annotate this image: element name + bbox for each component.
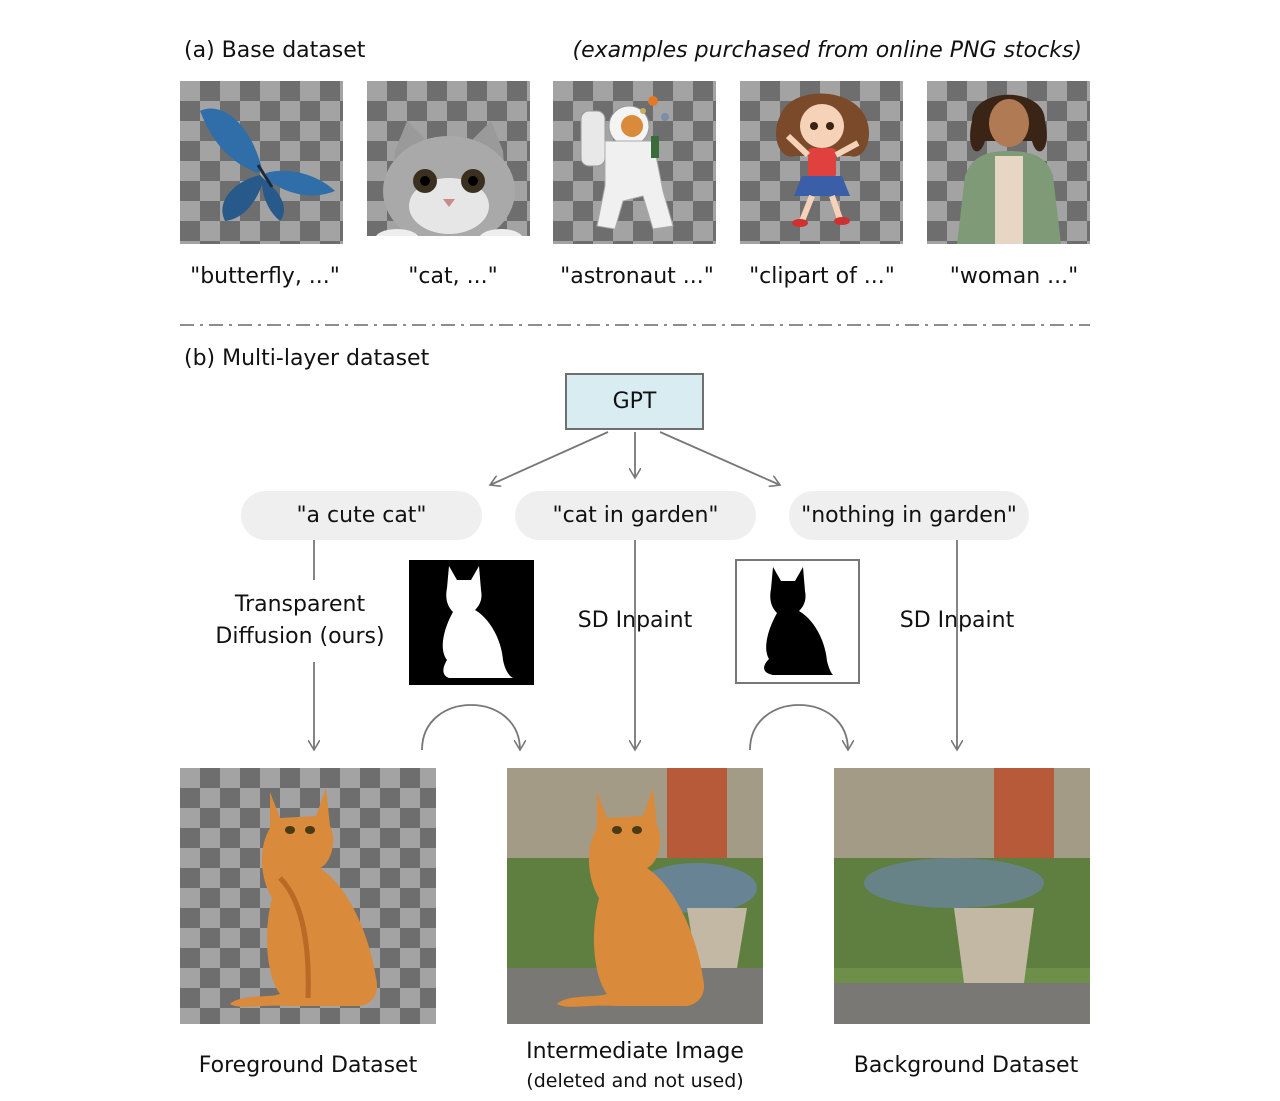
section-b-title: (b) Multi-layer dataset (184, 346, 430, 371)
intermediate-image-note: (deleted and not used) (526, 1070, 744, 1092)
section-a-note: (examples purchased from online PNG stoc… (572, 38, 1082, 63)
caption-clipart: "clipart of ..." (749, 264, 895, 289)
intermediate-image (507, 768, 763, 1024)
prompt-pill-cute-cat: "a cute cat" (241, 491, 482, 540)
background-dataset-label: Background Dataset (853, 1053, 1079, 1078)
arrow-gpt-to-cute-cat (490, 431, 609, 485)
cat-face-icon (367, 81, 530, 244)
step-sd-inpaint-1: SD Inpaint (545, 605, 725, 637)
curve-arrow-foreground-to-intermediate (421, 704, 520, 750)
astronaut-icon (553, 81, 716, 244)
foreground-dataset-label: Foreground Dataset (198, 1053, 418, 1078)
caption-butterfly: "butterfly, ..." (190, 264, 340, 289)
step-transparent-line1: Transparent (234, 592, 366, 617)
caption-woman: "woman ..." (949, 264, 1079, 289)
prompt-pill-nothing-in-garden: "nothing in garden" (789, 491, 1029, 540)
background-garden-image (834, 768, 1090, 1024)
prompt-pill-cat-in-garden: "cat in garden" (515, 491, 756, 540)
caption-cat: "cat, ..." (408, 264, 498, 289)
caption-astronaut: "astronaut ..." (560, 264, 714, 289)
curve-arrow-intermediate-to-background (749, 704, 848, 750)
gpt-box: GPT (565, 373, 704, 430)
butterfly-icon (180, 81, 343, 244)
section-a-title: (a) Base dataset (184, 38, 366, 63)
step-transparent-line2: Diffusion (ours) (215, 624, 385, 649)
cat-mask-black-icon (735, 559, 860, 684)
foreground-cat-image (180, 768, 436, 1024)
intermediate-image-label: Intermediate Image (526, 1039, 744, 1064)
step-sd-inpaint-2: SD Inpaint (867, 605, 1047, 637)
arrow-gpt-to-nothing-in-garden (659, 431, 780, 485)
cartoon-girl-icon (740, 81, 903, 244)
woman-icon (927, 81, 1090, 244)
cat-mask-white-icon (409, 560, 534, 685)
